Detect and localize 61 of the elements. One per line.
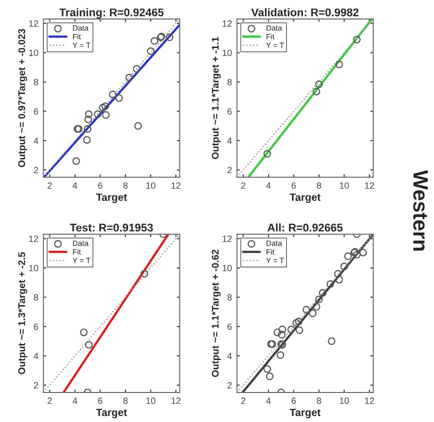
y-tick-label: 6 <box>228 323 232 330</box>
x-tick-label: 8 <box>123 398 128 404</box>
x-tick-label: 6 <box>292 398 296 404</box>
y-tick-label: 2 <box>228 166 232 174</box>
y-tick-label: 6 <box>228 108 232 115</box>
chart-title: Training: R=0.92465 <box>59 8 164 19</box>
y-axis-title: Output ~= 0.97*Target + -0.023 <box>18 28 28 168</box>
x-axis-title: Target <box>290 194 320 204</box>
chart-title: Test: R=0.91953 <box>70 224 153 232</box>
y-tick-label: 4 <box>34 352 38 360</box>
x-tick-label: 8 <box>316 398 322 404</box>
y-tick-label: 10 <box>222 50 232 56</box>
x-tick-label: 4 <box>266 398 271 404</box>
y-tick-label: 6 <box>34 108 38 115</box>
x-axis-title: Target <box>96 408 127 418</box>
x-tick-label: 4 <box>266 182 271 189</box>
y-axis-title: Output ~= 1.1*Target + -1.1 <box>212 37 221 160</box>
text: Western <box>413 170 428 251</box>
y-axis-title: Output ~= 1.3*Target + -2.5 <box>18 252 28 374</box>
x-tick-label: 12 <box>172 182 180 189</box>
x-tick-label: 10 <box>146 182 156 189</box>
x-tick-label: 2 <box>48 182 52 189</box>
x-tick-label: 12 <box>172 398 180 404</box>
y-tick-label: 8 <box>227 294 232 301</box>
x-tick-label: 6 <box>98 398 102 404</box>
y-tick-label: 10 <box>29 50 38 56</box>
chart-title: All: R=0.92665 <box>268 223 343 232</box>
y-tick-label: 2 <box>228 382 232 388</box>
y-tick-label: 8 <box>227 78 232 86</box>
x-tick-label: 6 <box>292 182 296 189</box>
x-tick-label: 4 <box>72 182 78 189</box>
y-tick-label: 12 <box>222 20 232 27</box>
x-tick-label: 4 <box>72 398 78 404</box>
y-tick-label: 8 <box>34 78 38 86</box>
x-tick-label: 10 <box>146 398 156 404</box>
y-tick-label: 10 <box>29 264 38 272</box>
x-axis-title: Target <box>96 194 127 204</box>
x-tick-label: 2 <box>241 182 246 189</box>
y-tick-label: 6 <box>34 323 38 330</box>
x-tick-label: 8 <box>316 182 322 189</box>
x-tick-label: 10 <box>340 182 349 189</box>
y-tick-label: 10 <box>222 264 232 272</box>
x-tick-label: 2 <box>48 398 52 404</box>
x-axis-title: Target <box>290 408 320 418</box>
y-tick-label: 4 <box>227 138 232 144</box>
x-tick-label: 2 <box>241 398 246 404</box>
y-tick-label: 4 <box>34 138 38 144</box>
y-tick-label: 12 <box>29 20 38 27</box>
y-axis-title: Output ~= 1.1*Target + -0.62 <box>212 250 221 378</box>
y-tick-label: 2 <box>34 382 38 388</box>
y-tick-label: 12 <box>222 236 232 242</box>
y-tick-label: 12 <box>29 236 38 242</box>
x-tick-label: 6 <box>98 182 102 189</box>
x-tick-label: 8 <box>123 182 128 189</box>
y-tick-label: 2 <box>34 166 38 174</box>
chart-title: Validation: R=0.9982 <box>251 8 359 16</box>
x-tick-label: 10 <box>340 398 349 404</box>
y-tick-label: 4 <box>227 352 232 360</box>
x-tick-label: 12 <box>365 182 374 189</box>
y-tick-label: 8 <box>34 294 38 301</box>
x-tick-label: 12 <box>365 398 374 404</box>
